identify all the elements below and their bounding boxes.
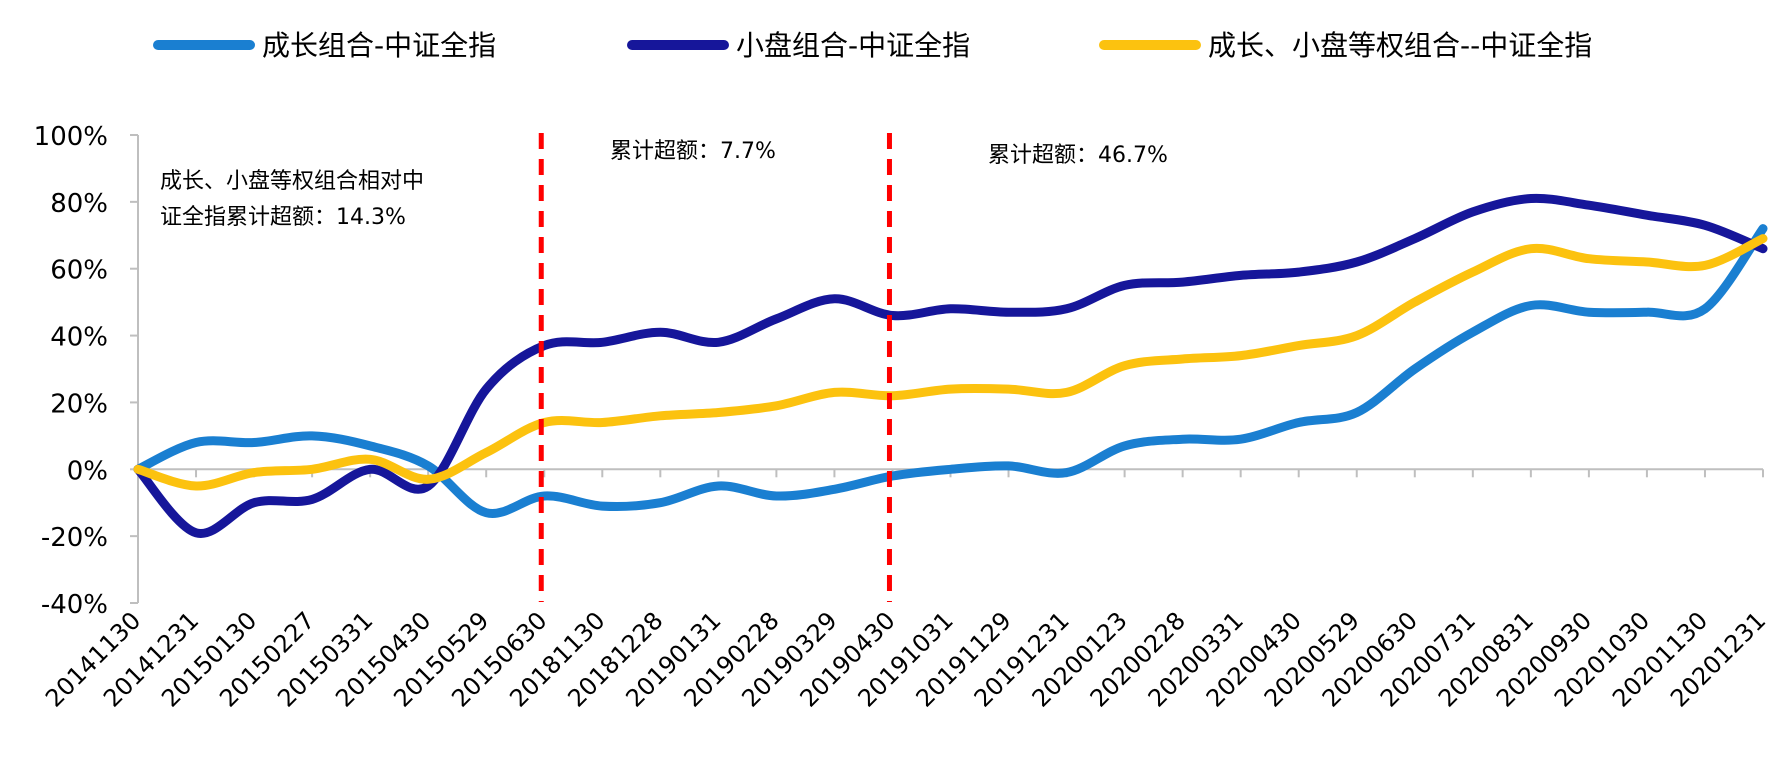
series-smallcap-line xyxy=(133,193,1768,538)
legend-growth: 成长组合-中证全指 xyxy=(153,29,496,62)
series-growth-line xyxy=(133,224,1768,518)
annotation-overall-line1: 成长、小盘等权组合相对中 xyxy=(160,169,424,194)
legend-label: 成长组合-中证全指 xyxy=(262,29,496,62)
y-tick-label: -40% xyxy=(41,590,108,620)
y-tick-label: 40% xyxy=(50,323,108,353)
y-tick-label: 80% xyxy=(50,189,108,219)
y-tick-label: 0% xyxy=(67,456,108,486)
legend-label: 小盘组合-中证全指 xyxy=(736,29,970,62)
y-tick-label: 60% xyxy=(50,256,108,286)
annotation-period-1: 累计超额：7.7% xyxy=(610,139,776,164)
y-axis: -40% -20% 0% 20% 40% 60% 80% 100% xyxy=(34,122,139,620)
y-tick-label: 20% xyxy=(50,389,108,419)
series-layer xyxy=(133,193,1768,538)
vertical-markers xyxy=(538,133,892,602)
legend-equal-weight: 成长、小盘等权组合--中证全指 xyxy=(1099,29,1592,62)
y-tick-label: -20% xyxy=(41,523,108,553)
legend-smallcap: 小盘组合-中证全指 xyxy=(627,29,970,62)
x-axis: 2014113020141231201501302015022720150331… xyxy=(40,468,1771,713)
legend: 成长组合-中证全指 小盘组合-中证全指 成长、小盘等权组合--中证全指 xyxy=(153,29,1592,62)
y-tick-label: 100% xyxy=(34,122,108,152)
legend-label: 成长、小盘等权组合--中证全指 xyxy=(1208,29,1592,62)
annotation-overall-line2: 证全指累计超额：14.3% xyxy=(160,205,406,230)
annotation-period-2: 累计超额：46.7% xyxy=(988,143,1168,168)
annotations: 成长、小盘等权组合相对中 证全指累计超额：14.3% 累计超额：7.7% 累计超… xyxy=(160,139,1168,230)
